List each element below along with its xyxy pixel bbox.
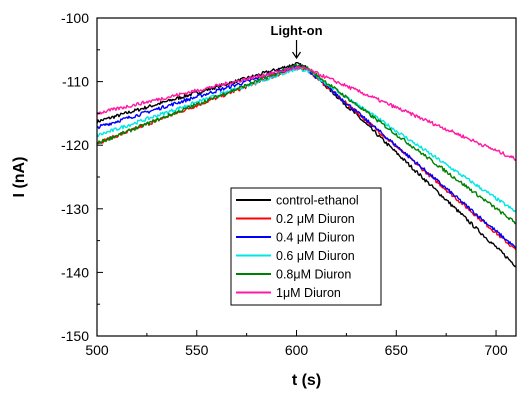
series-line-6	[96, 65, 517, 161]
y-tick-label: -140	[61, 264, 89, 280]
light-on-annotation: Light-on	[271, 23, 323, 60]
legend-label-1: control-ethanol	[276, 194, 359, 208]
legend-label-6: 1μM Diuron	[276, 286, 341, 300]
x-tick-label: 700	[484, 342, 508, 358]
x-tick-label: 550	[185, 342, 209, 358]
legend-label-2: 0.2 μM Diuron	[276, 212, 355, 226]
series-layer	[96, 61, 517, 268]
axis-ticks: 500 550 600 650 700 -150 -140 -130 -120 -110 -100	[61, 10, 508, 358]
annotation-arrow-head	[292, 51, 302, 60]
y-tick-label: -150	[61, 328, 89, 344]
legend-label-5: 0.8μM Diuron	[276, 268, 351, 282]
y-tick-label: -120	[61, 137, 89, 153]
x-axis-title: t (s)	[292, 372, 321, 389]
y-axis-title: I (nA)	[11, 157, 28, 198]
annotation-label: Light-on	[271, 23, 323, 38]
legend-label-4: 0.6 μM Diuron	[276, 249, 355, 263]
y-tick-label: -110	[62, 74, 89, 90]
x-tick-label: 650	[385, 342, 409, 358]
legend-box	[230, 187, 382, 306]
y-tick-label: -100	[61, 10, 89, 26]
x-tick-label: 600	[285, 342, 309, 358]
x-tick-label: 500	[85, 342, 109, 358]
y-tick-label: -130	[61, 201, 89, 217]
legend: control-ethanol 0.2 μM Diuron 0.4 μM Diuro…	[230, 187, 382, 306]
legend-label-3: 0.4 μM Diuron	[276, 231, 355, 245]
